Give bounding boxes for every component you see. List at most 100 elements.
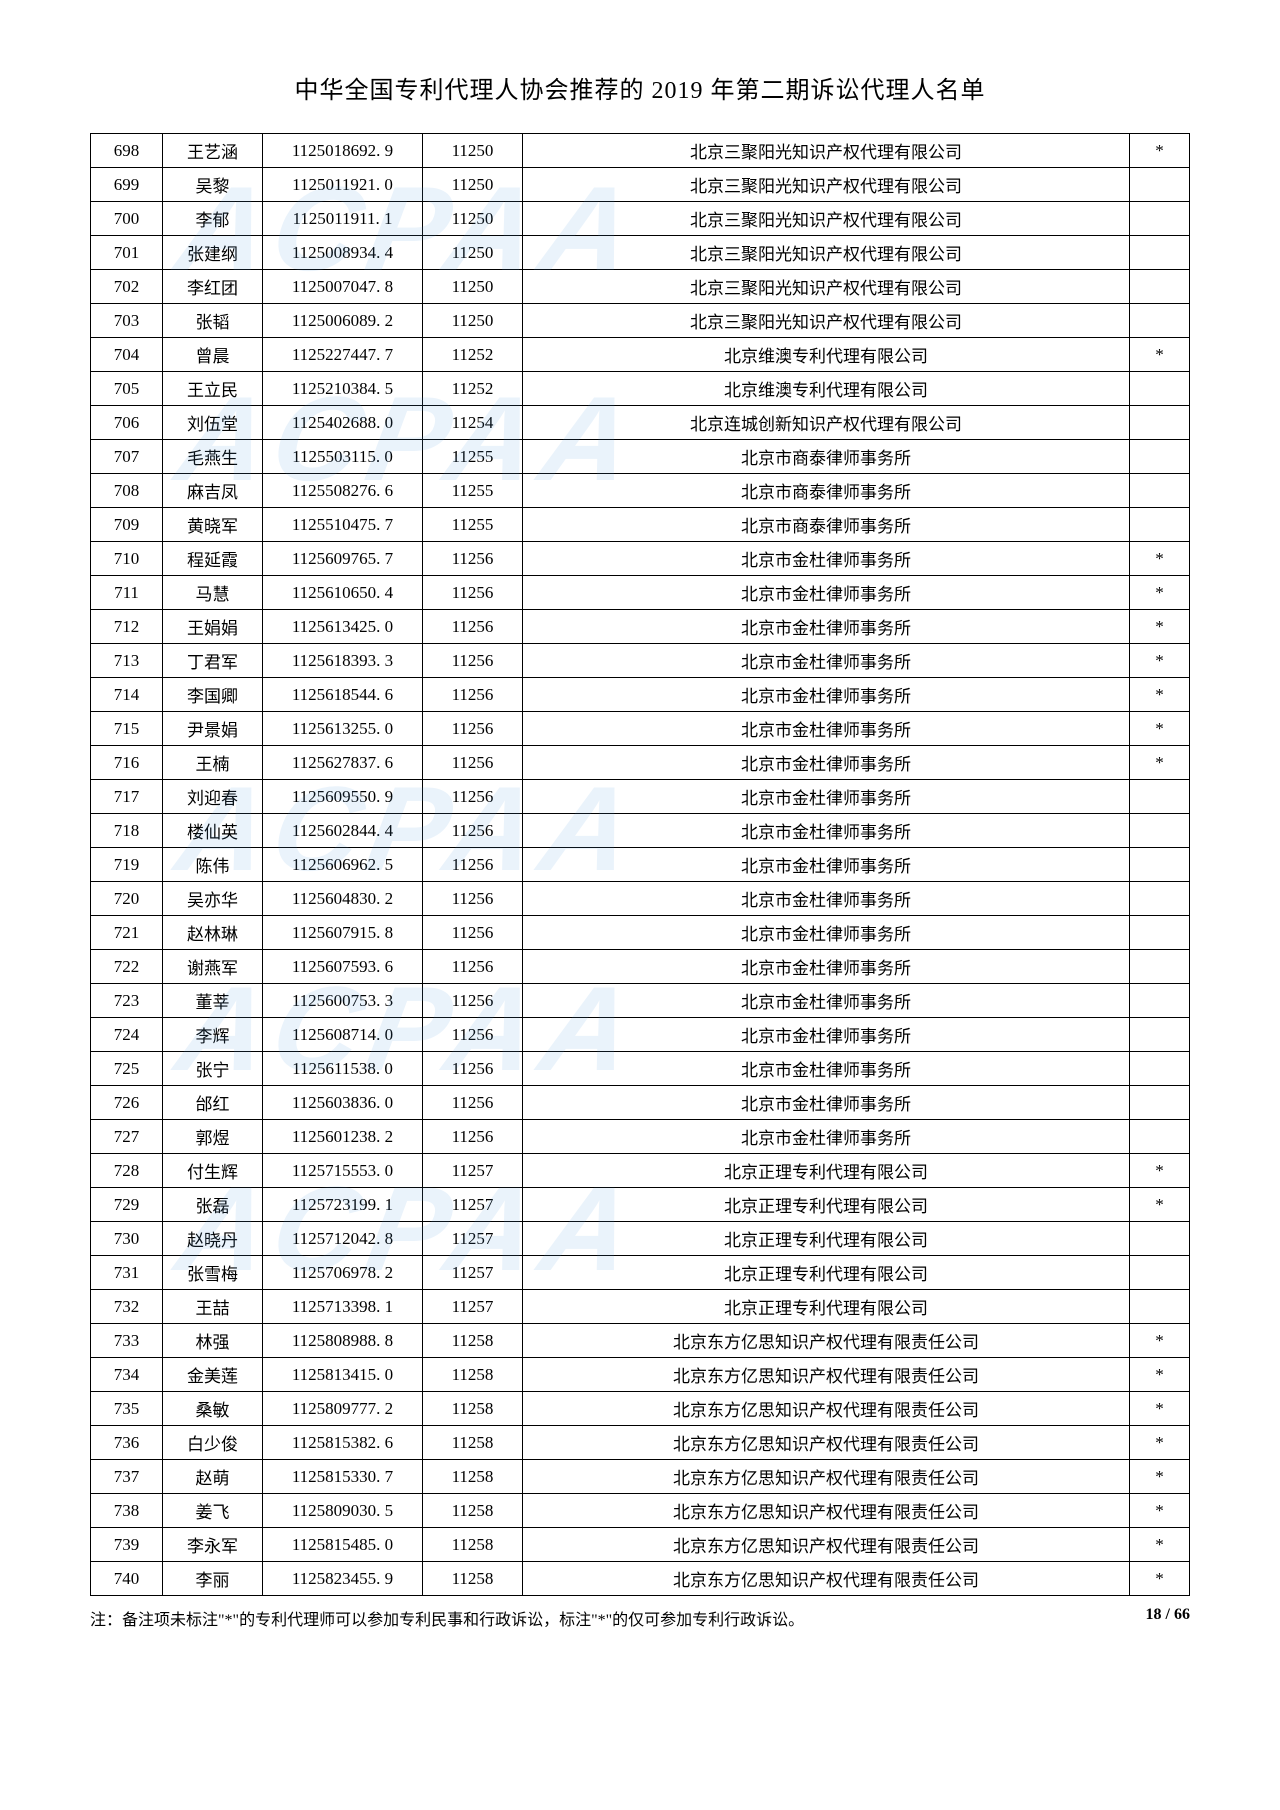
cell-name: 王楠 (163, 746, 263, 780)
cell-name: 张雪梅 (163, 1256, 263, 1290)
cell-name: 马慧 (163, 576, 263, 610)
cell-name: 郭煜 (163, 1120, 263, 1154)
cell-index: 737 (91, 1460, 163, 1494)
cell-mark: * (1130, 1154, 1190, 1188)
cell-company: 北京市金杜律师事务所 (523, 882, 1130, 916)
cell-index: 734 (91, 1358, 163, 1392)
cell-company: 北京正理专利代理有限公司 (523, 1154, 1130, 1188)
cell-index: 710 (91, 542, 163, 576)
cell-mark (1130, 1086, 1190, 1120)
cell-id: 1125607593. 6 (263, 950, 423, 984)
cell-company: 北京东方亿思知识产权代理有限责任公司 (523, 1562, 1130, 1596)
cell-index: 707 (91, 440, 163, 474)
cell-mark: * (1130, 746, 1190, 780)
cell-mark (1130, 372, 1190, 406)
cell-id: 1125011911. 1 (263, 202, 423, 236)
cell-code: 11255 (423, 440, 523, 474)
cell-mark (1130, 1018, 1190, 1052)
cell-mark (1130, 440, 1190, 474)
cell-id: 1125607915. 8 (263, 916, 423, 950)
cell-mark (1130, 270, 1190, 304)
cell-id: 1125611538. 0 (263, 1052, 423, 1086)
cell-mark: * (1130, 644, 1190, 678)
cell-code: 11256 (423, 882, 523, 916)
table-row: 698王艺涵1125018692. 911250北京三聚阳光知识产权代理有限公司… (91, 134, 1190, 168)
cell-company: 北京三聚阳光知识产权代理有限公司 (523, 168, 1130, 202)
cell-name: 黄晓军 (163, 508, 263, 542)
cell-code: 11258 (423, 1494, 523, 1528)
cell-company: 北京市商泰律师事务所 (523, 508, 1130, 542)
cell-id: 1125510475. 7 (263, 508, 423, 542)
cell-company: 北京市商泰律师事务所 (523, 440, 1130, 474)
cell-index: 729 (91, 1188, 163, 1222)
cell-id: 1125823455. 9 (263, 1562, 423, 1596)
cell-code: 11257 (423, 1154, 523, 1188)
cell-mark (1130, 1222, 1190, 1256)
cell-id: 1125610650. 4 (263, 576, 423, 610)
cell-name: 丁君军 (163, 644, 263, 678)
cell-index: 706 (91, 406, 163, 440)
cell-name: 姜飞 (163, 1494, 263, 1528)
cell-name: 张建纲 (163, 236, 263, 270)
cell-mark: * (1130, 1426, 1190, 1460)
table-row: 716王楠1125627837. 611256北京市金杜律师事务所* (91, 746, 1190, 780)
cell-name: 尹景娟 (163, 712, 263, 746)
cell-company: 北京市金杜律师事务所 (523, 610, 1130, 644)
agents-table: 698王艺涵1125018692. 911250北京三聚阳光知识产权代理有限公司… (90, 133, 1190, 1596)
cell-index: 715 (91, 712, 163, 746)
cell-index: 704 (91, 338, 163, 372)
cell-id: 1125508276. 6 (263, 474, 423, 508)
cell-index: 723 (91, 984, 163, 1018)
table-row: 738姜飞1125809030. 511258北京东方亿思知识产权代理有限责任公… (91, 1494, 1190, 1528)
cell-mark: * (1130, 338, 1190, 372)
cell-id: 1125011921. 0 (263, 168, 423, 202)
table-row: 703张韬1125006089. 211250北京三聚阳光知识产权代理有限公司 (91, 304, 1190, 338)
page-title: 中华全国专利代理人协会推荐的 2019 年第二期诉讼代理人名单 (90, 70, 1190, 105)
cell-code: 11257 (423, 1290, 523, 1324)
cell-id: 1125604830. 2 (263, 882, 423, 916)
cell-name: 金美莲 (163, 1358, 263, 1392)
cell-id: 1125723199. 1 (263, 1188, 423, 1222)
cell-name: 李郁 (163, 202, 263, 236)
cell-name: 李国卿 (163, 678, 263, 712)
cell-id: 1125609765. 7 (263, 542, 423, 576)
cell-code: 11257 (423, 1256, 523, 1290)
table-row: 737赵萌1125815330. 711258北京东方亿思知识产权代理有限责任公… (91, 1460, 1190, 1494)
cell-name: 付生辉 (163, 1154, 263, 1188)
table-row: 736白少俊1125815382. 611258北京东方亿思知识产权代理有限责任… (91, 1426, 1190, 1460)
cell-code: 11250 (423, 236, 523, 270)
cell-code: 11255 (423, 474, 523, 508)
cell-mark (1130, 406, 1190, 440)
cell-name: 陈伟 (163, 848, 263, 882)
cell-index: 725 (91, 1052, 163, 1086)
cell-company: 北京市金杜律师事务所 (523, 984, 1130, 1018)
cell-mark (1130, 814, 1190, 848)
cell-name: 刘伍堂 (163, 406, 263, 440)
cell-index: 703 (91, 304, 163, 338)
cell-code: 11250 (423, 304, 523, 338)
table-row: 712王娟娟1125613425. 011256北京市金杜律师事务所* (91, 610, 1190, 644)
table-row: 730赵晓丹1125712042. 811257北京正理专利代理有限公司 (91, 1222, 1190, 1256)
cell-company: 北京市金杜律师事务所 (523, 1018, 1130, 1052)
cell-company: 北京三聚阳光知识产权代理有限公司 (523, 236, 1130, 270)
cell-id: 1125706978. 2 (263, 1256, 423, 1290)
cell-company: 北京维澳专利代理有限公司 (523, 338, 1130, 372)
cell-company: 北京三聚阳光知识产权代理有限公司 (523, 134, 1130, 168)
cell-code: 11258 (423, 1392, 523, 1426)
cell-code: 11256 (423, 644, 523, 678)
table-row: 715尹景娟1125613255. 011256北京市金杜律师事务所* (91, 712, 1190, 746)
cell-index: 722 (91, 950, 163, 984)
cell-code: 11250 (423, 168, 523, 202)
table-row: 704曾晨1125227447. 711252北京维澳专利代理有限公司* (91, 338, 1190, 372)
cell-id: 1125618393. 3 (263, 644, 423, 678)
cell-index: 708 (91, 474, 163, 508)
cell-id: 1125603836. 0 (263, 1086, 423, 1120)
cell-mark (1130, 1052, 1190, 1086)
cell-id: 1125815485. 0 (263, 1528, 423, 1562)
cell-mark (1130, 236, 1190, 270)
cell-code: 11258 (423, 1528, 523, 1562)
cell-code: 11252 (423, 338, 523, 372)
table-row: 729张磊1125723199. 111257北京正理专利代理有限公司* (91, 1188, 1190, 1222)
table-row: 717刘迎春1125609550. 911256北京市金杜律师事务所 (91, 780, 1190, 814)
cell-company: 北京市金杜律师事务所 (523, 1052, 1130, 1086)
